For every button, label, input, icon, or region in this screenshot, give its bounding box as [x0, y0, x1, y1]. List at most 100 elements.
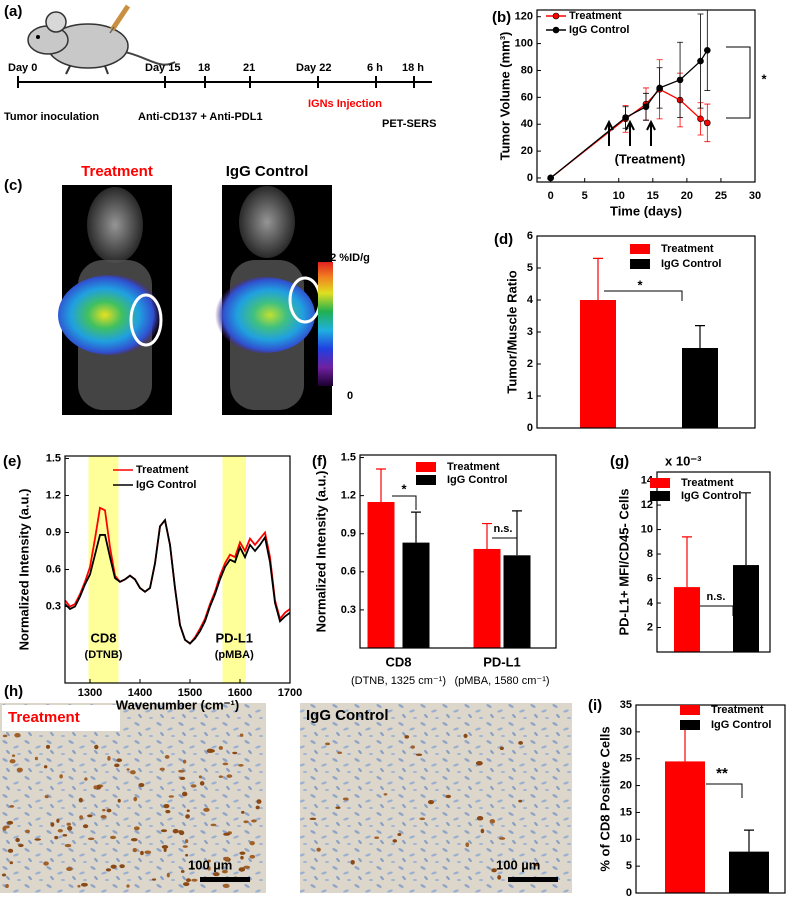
legend-swatch: [650, 478, 670, 488]
cell: [218, 745, 223, 750]
image-title: IgG Control: [226, 163, 309, 180]
y-tick-label: 1.2: [341, 490, 356, 502]
cell: [140, 850, 144, 856]
plot-frame: [64, 455, 291, 684]
cell: [130, 770, 136, 775]
cell: [533, 862, 539, 867]
point: [656, 84, 663, 92]
cell: [207, 859, 211, 863]
plot-frame: [359, 454, 557, 649]
y-tick-label: 100: [515, 38, 533, 50]
significance: *: [401, 481, 407, 496]
y-tick-label: 20: [620, 779, 632, 791]
cell: [383, 793, 388, 796]
cell: [163, 847, 167, 853]
cell: [62, 833, 68, 837]
bar: [729, 851, 769, 893]
point: [704, 119, 711, 127]
cell: [309, 817, 317, 821]
y-tick-label: 10: [620, 833, 632, 845]
category-label: CD8: [385, 654, 411, 669]
timeline-ticks: [17, 76, 415, 88]
cell: [43, 861, 49, 866]
significance-bracket: [700, 605, 734, 616]
color-bar: [318, 262, 333, 386]
bar: [733, 565, 759, 652]
y-tick-label: 1.2: [46, 489, 61, 501]
cell: [249, 854, 256, 859]
cell: [100, 814, 107, 819]
y-axis-label: % of CD8 Positive Cells: [597, 726, 612, 871]
cell: [64, 843, 72, 848]
error-bar: [741, 492, 751, 566]
cell: [445, 794, 452, 799]
y-tick-label: 120: [515, 11, 533, 23]
legend-label: Treatment: [681, 477, 734, 489]
band-note: (pMBA): [215, 649, 254, 661]
cell: [212, 872, 220, 877]
bar: [367, 501, 395, 648]
legend-label: IgG Control: [681, 490, 742, 502]
legend-label: IgG Control: [661, 258, 722, 270]
legend-swatch: [680, 705, 700, 715]
cell: [6, 820, 14, 825]
category-label: PD-L1: [483, 654, 521, 669]
y-tick-label: 6: [527, 230, 533, 242]
day-label: 18: [198, 62, 210, 74]
category-note: (DTNB, 1325 cm⁻¹): [351, 675, 446, 687]
cell: [79, 815, 84, 820]
y-tick-label: 30: [620, 726, 632, 738]
cell: [225, 856, 230, 861]
error-bar: [411, 511, 421, 543]
series-line: [64, 518, 291, 645]
y-tick-label: 8: [647, 548, 653, 560]
cell: [238, 867, 246, 872]
significance: *: [761, 71, 767, 86]
y-tick-label: 25: [620, 753, 632, 765]
panel-label: (d): [494, 231, 513, 248]
panel-label: (f): [312, 453, 327, 470]
cell: [185, 814, 190, 819]
cell: [9, 805, 15, 808]
x-axis-label: Wavenumber (cm⁻¹): [116, 697, 239, 712]
significance: **: [716, 765, 728, 782]
legend-swatch: [680, 720, 700, 730]
cell: [7, 848, 14, 853]
y-tick-label: 1.5: [341, 451, 356, 463]
title-box: [2, 705, 120, 731]
panel-label: (g): [610, 453, 629, 470]
cell: [59, 774, 63, 779]
cell: [183, 882, 190, 887]
mouse-icon: [27, 4, 176, 75]
cell: [199, 781, 205, 786]
cell: [243, 865, 251, 869]
cell: [185, 878, 192, 883]
cell: [15, 837, 20, 843]
cell: [132, 847, 137, 853]
cell: [203, 807, 210, 812]
panel-label: (a): [4, 3, 22, 20]
legend-label: IgG Control: [447, 474, 508, 486]
cell: [94, 744, 99, 750]
legend-swatch: [650, 491, 670, 501]
legend-label: IgG Control: [711, 719, 772, 731]
x-tick-label: 15: [647, 190, 659, 202]
cell: [80, 882, 88, 887]
y-tick-label: 10: [641, 523, 653, 535]
cell: [166, 872, 170, 878]
cell: [497, 874, 502, 880]
cell: [463, 733, 468, 738]
y-tick-label: 6: [647, 572, 653, 584]
day-label: Day 15: [145, 62, 180, 74]
cell: [335, 806, 341, 809]
cell: [78, 797, 83, 803]
cell: [181, 791, 188, 797]
y-axis-label: Tumor/Muscle Ratio: [504, 270, 519, 393]
cell: [222, 883, 230, 889]
image-title: Treatment: [81, 163, 153, 180]
significance: *: [637, 277, 643, 292]
day-label: 21: [243, 62, 255, 74]
y-tick-label: 0: [527, 172, 533, 184]
significance: n.s.: [707, 591, 726, 603]
